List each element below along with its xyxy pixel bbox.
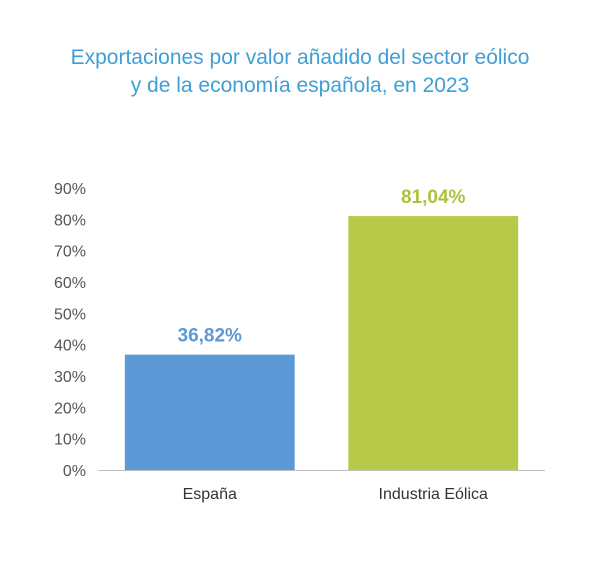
x-axis: España Industria Eólica [98,470,545,503]
data-label: 81,04% [401,187,466,208]
x-category-label: España [183,486,237,503]
data-label: 36,82% [178,326,243,347]
y-axis: 0% 10% 20% 30% 40% 50% 60% 70% 80% 90% [54,181,86,480]
y-tick-label: 70% [54,244,86,261]
chart-title-line-2: y de la economía española, en 2023 [130,74,470,97]
y-tick-label: 20% [54,400,86,417]
bar [124,354,295,470]
y-tick-label: 30% [54,369,86,386]
y-tick-label: 80% [54,212,86,229]
chart-title: Exportaciones por valor añadido del sect… [0,44,600,100]
chart-title-line-1: Exportaciones por valor añadido del sect… [70,46,530,69]
y-tick-label: 90% [54,181,86,198]
x-category-label: Industria Eólica [379,486,488,503]
y-tick-label: 40% [54,338,86,355]
y-tick-label: 50% [54,306,86,323]
bars: 36,82% 81,04% [124,187,519,470]
bar [348,216,519,470]
y-tick-label: 60% [54,275,86,292]
y-tick-label: 0% [63,463,86,480]
y-tick-label: 10% [54,432,86,449]
